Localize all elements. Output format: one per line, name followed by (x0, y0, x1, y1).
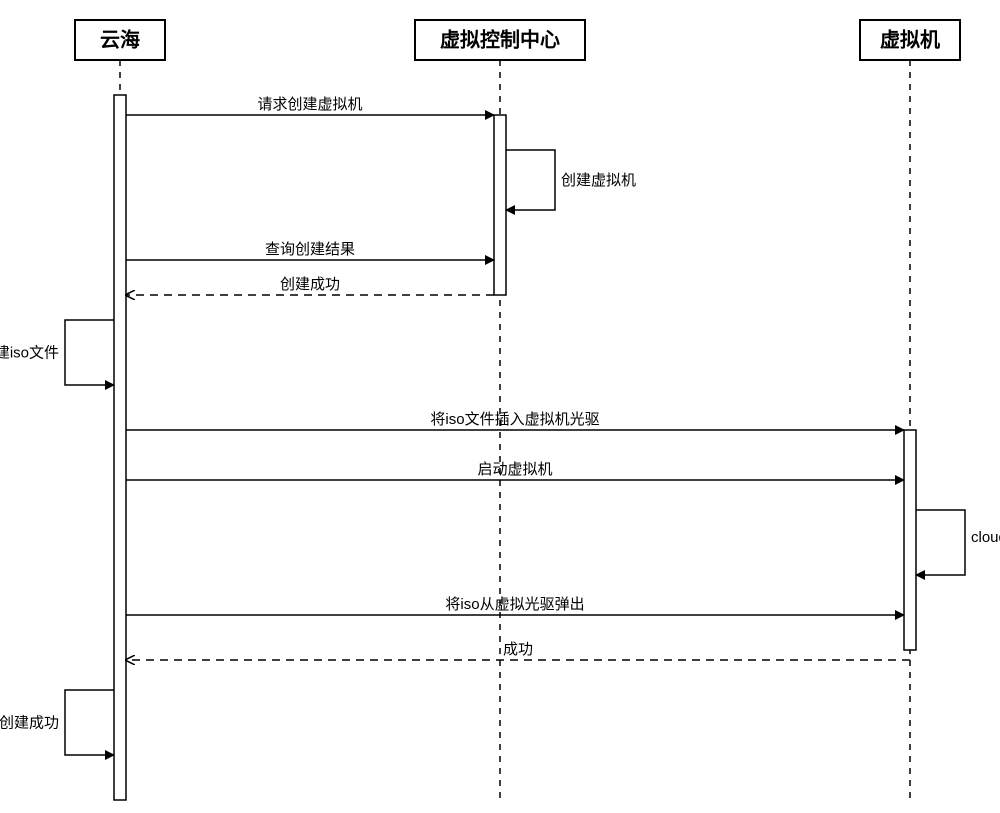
message-label-8: 将iso从虚拟光驱弹出 (445, 596, 584, 613)
message-label-0: 请求创建虚拟机 (257, 96, 362, 113)
activation-vcc (494, 115, 506, 295)
message-label-9: 成功 (503, 641, 533, 658)
self-message-label-1: 创建虚拟机 (561, 172, 636, 189)
self-message-label-10: 创建成功 (0, 715, 59, 732)
self-message-label-4: 根据前台参数创建iso文件 (0, 345, 59, 362)
self-message-7 (916, 510, 965, 575)
message-label-2: 查询创建结果 (265, 241, 355, 258)
lifeline-label-vm: 虚拟机 (880, 27, 940, 51)
message-label-3: 创建成功 (280, 276, 340, 293)
self-message-1 (506, 150, 555, 210)
lifeline-label-vcc: 虚拟控制中心 (440, 27, 560, 51)
activation-vm (904, 430, 916, 650)
self-message-10 (65, 690, 114, 755)
message-label-5: 将iso文件插入虚拟机光驱 (430, 411, 599, 428)
activation-yunhai (114, 95, 126, 800)
lifeline-label-yunhai: 云海 (100, 27, 140, 51)
message-label-6: 启动虚拟机 (477, 461, 552, 478)
self-message-4 (65, 320, 114, 385)
self-message-label-7: cloudinit执行 (971, 529, 1000, 546)
sequence-diagram: 云海虚拟控制中心虚拟机请求创建虚拟机创建虚拟机查询创建结果创建成功根据前台参数创… (0, 0, 1000, 813)
